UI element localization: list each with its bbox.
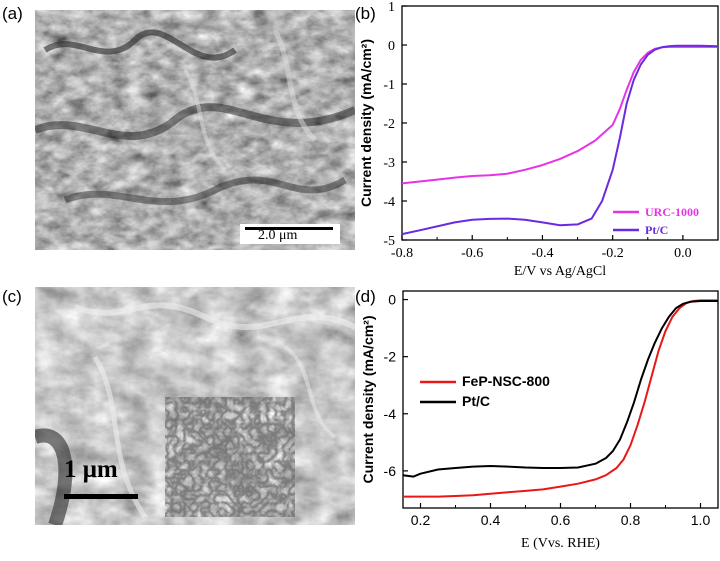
x-tick-label: 0.0 [674,246,692,261]
panel-label-c: (c) [2,287,22,306]
y-tick-label: -2 [383,117,395,132]
scalebar-a-label: 2.0 μm [258,228,298,243]
x-tick-label: -0.2 [602,246,624,261]
y-tick-label: 0 [388,292,396,308]
y-tick-label: 1 [388,0,395,15]
series-line-pt-c [402,300,718,478]
x-axis-label: E (Vvs. RHE) [521,536,600,551]
y-tick-label: -5 [383,234,395,249]
series-line-urc-1000 [401,45,718,185]
plot-frame [402,290,719,509]
chart-d-svg: 0.2 0.4 0.6 0.8 1.0 0 -2 -4 -6 E (Vvs. RHE) Curren… [360,290,719,551]
chart-b-svg: -0.8 -0.6 -0.4 -0.2 0.0 1 0 -1 -2 -3 -4 -5 E/V vs Ag… [358,0,719,279]
chart-b: -0.8 -0.6 -0.4 -0.2 0.0 1 0 -1 -2 -3 -4 -5 E/V vs Ag… [355,0,720,280]
scalebar-c-line [64,494,138,499]
panel-label-d: (d) [355,287,376,306]
x-tick-label: -0.4 [531,246,553,261]
series-line-pt-c [401,44,719,236]
x-tick-label: 0.2 [411,512,431,528]
x-tick-label: 0.6 [551,512,571,528]
sem-image-a [35,10,355,250]
series-line-fep-nsc-800 [403,299,718,498]
x-axis-label: E/V vs Ag/AgCl [514,264,606,279]
panel-label-a: (a) [2,4,23,23]
legend-label: URC-1000 [645,205,699,219]
scalebar-a: 2.0 μm [240,224,340,244]
chart-d: 0.2 0.4 0.6 0.8 1.0 0 -2 -4 -6 E (Vvs. RHE) Curren… [355,283,720,556]
y-tick-label: -2 [384,349,397,365]
x-tick-label: 0.8 [621,512,641,528]
x-tick-label: 1.0 [691,512,711,528]
legend-label: Pt/C [645,223,668,237]
x-tick-label: -0.6 [461,246,483,261]
x-tick-label: 0.4 [481,512,501,528]
legend-label: Pt/C [462,393,490,409]
y-tick-label: -4 [383,195,395,210]
y-axis-label: Current density (mA/cm²) [358,39,374,207]
scalebar-a-line [245,227,333,230]
y-tick-label: -3 [383,156,395,171]
y-tick-label: -6 [384,463,397,479]
y-axis-label: Current density (mA/cm²) [360,315,376,483]
y-tick-label: -4 [384,406,397,422]
sem-image-c [35,287,355,525]
x-tick-label: -0.8 [391,246,413,261]
scalebar-c-label: 1 μm [64,456,118,483]
y-tick-label: -1 [383,78,395,93]
panel-label-b: (b) [355,4,376,23]
y-tick-label: 0 [388,39,395,54]
scalebar-c: 1 μm [62,456,142,506]
legend-label: FeP-NSC-800 [462,373,550,389]
